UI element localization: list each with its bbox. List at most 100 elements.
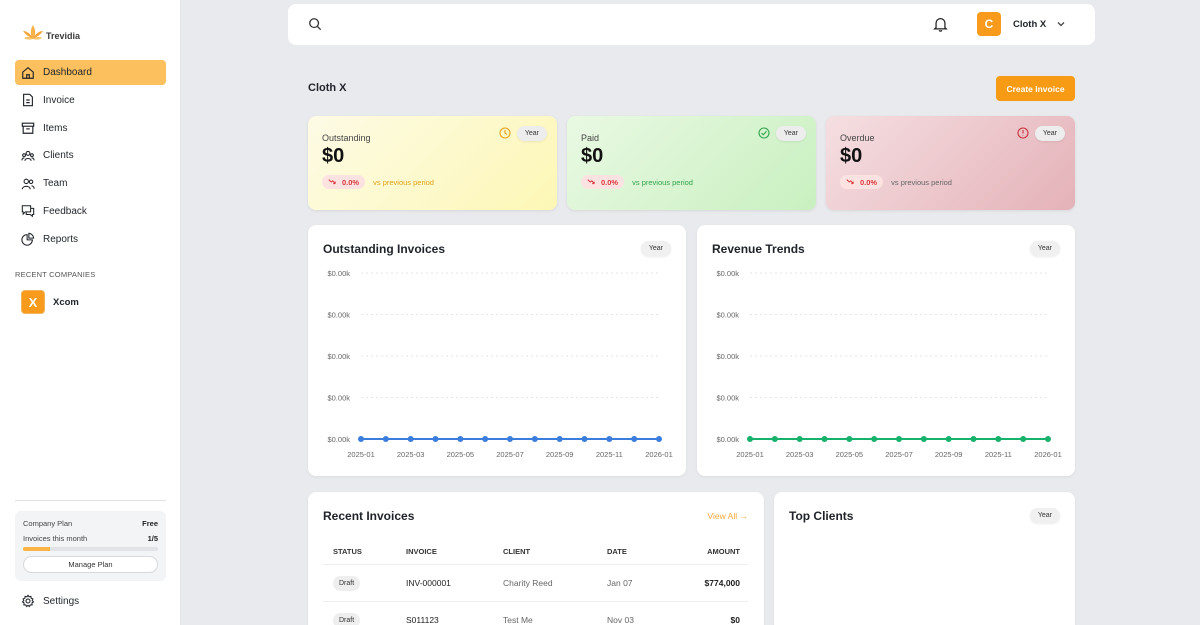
plan-title: Company Plan (23, 519, 73, 528)
data-point[interactable] (1045, 436, 1051, 442)
invoice-amount: $0 (730, 615, 740, 625)
search-icon[interactable] (308, 17, 322, 31)
recent-company-item[interactable]: X Xcom (21, 290, 79, 314)
top-bar: C Cloth X (288, 4, 1095, 45)
brand[interactable]: Trevidia (22, 22, 80, 46)
stat-label: Outstanding (322, 133, 371, 143)
data-point[interactable] (531, 436, 538, 442)
bell-icon[interactable] (933, 16, 948, 32)
sidebar-item-dashboard[interactable]: Dashboard (15, 60, 166, 85)
data-point[interactable] (821, 436, 828, 442)
overdue-period-toggle[interactable]: Year (1034, 126, 1065, 141)
column-header: CLIENT (503, 547, 531, 556)
manage-plan-button[interactable]: Manage Plan (23, 556, 158, 573)
invoice-number: INV-000001 (406, 578, 451, 588)
delta-value: 0.0% (601, 177, 619, 187)
data-point[interactable] (1020, 436, 1027, 442)
user-name: Cloth X (1013, 18, 1047, 30)
delta-compare: vs previous period (632, 177, 693, 187)
settings-link[interactable]: Settings (21, 594, 79, 608)
data-point[interactable] (771, 436, 778, 442)
data-point[interactable] (796, 436, 803, 442)
x-tick-label: 2026-01 (645, 450, 673, 459)
delta-badge: 0.0% (322, 175, 366, 189)
revenue-trends-chart: $0.00k $0.00k $0.00k $0.00k $0.00k 2025-01 202… (716, 269, 1062, 459)
gear-icon (21, 594, 35, 608)
delta-value: 0.0% (860, 177, 878, 187)
data-point[interactable] (846, 436, 853, 442)
data-point[interactable] (382, 436, 389, 442)
x-tick-label: 2025-07 (496, 450, 524, 459)
data-point[interactable] (747, 436, 753, 442)
data-point[interactable] (945, 436, 952, 442)
data-point[interactable] (631, 436, 638, 442)
outstanding-card: Year Outstanding $0 0.0% vs previous per… (308, 116, 557, 210)
paid-period-toggle[interactable]: Year (775, 126, 806, 141)
stat-delta: 0.0% vs previous period (322, 175, 543, 189)
card-title: Outstanding Invoices (323, 242, 446, 256)
y-tick-label: $0.00k (716, 311, 739, 320)
y-tick-label: $0.00k (327, 435, 350, 444)
view-all-link[interactable]: View All → (707, 511, 748, 521)
data-point[interactable] (556, 436, 563, 442)
x-tick-label: 2025-03 (786, 450, 814, 459)
create-invoice-button[interactable]: Create Invoice (996, 76, 1075, 101)
sidebar-item-team[interactable]: Team (15, 171, 166, 196)
data-point[interactable] (507, 436, 513, 442)
data-point[interactable] (581, 436, 588, 442)
top-clients-card: Top Clients Year (774, 492, 1075, 625)
usage-progress-fill (23, 547, 50, 551)
invoice-number: S011123 (406, 615, 439, 625)
y-tick-label: $0.00k (716, 435, 739, 444)
chevron-down-icon (1057, 22, 1065, 27)
sidebar-item-feedback[interactable]: Feedback (15, 199, 166, 224)
column-header: DATE (607, 547, 627, 556)
data-point[interactable] (358, 436, 364, 442)
data-point[interactable] (920, 436, 927, 442)
revenue-trends-card: $0.00k $0.00k $0.00k $0.00k $0.00k 2025-01 202… (697, 225, 1075, 476)
client-name: Charity Reed (503, 578, 553, 588)
usage-progress-bar (23, 547, 158, 551)
check-circle-icon (758, 127, 770, 139)
outstanding-chart-period-toggle[interactable]: Year (640, 241, 671, 256)
revenue-chart-period-toggle[interactable]: Year (1029, 241, 1060, 256)
status-badge: Draft (333, 575, 361, 591)
outstanding-period-toggle[interactable]: Year (516, 126, 547, 141)
data-point[interactable] (656, 436, 662, 442)
x-tick-label: 2025-11 (985, 450, 1012, 459)
sidebar-item-label: Reports (43, 233, 79, 245)
plan-row: Company Plan Free (23, 519, 158, 528)
stat-delta: 0.0% vs previous period (840, 175, 1061, 189)
y-tick-label: $0.00k (716, 269, 739, 278)
user-avatar: C (977, 12, 1001, 36)
data-point[interactable] (407, 436, 414, 442)
table-row[interactable]: Draft S011123 Test Me Nov 03 $0 (323, 602, 748, 625)
sidebar-item-items[interactable]: Items (15, 116, 166, 141)
card-title: Recent Invoices (323, 509, 415, 523)
data-point[interactable] (995, 436, 1002, 442)
sidebar-item-clients[interactable]: Clients (15, 143, 166, 168)
pie-chart-icon (21, 233, 35, 246)
data-point[interactable] (896, 436, 902, 442)
data-point[interactable] (970, 436, 977, 442)
sidebar-item-reports[interactable]: Reports (15, 227, 166, 252)
x-tick-label: 2025-11 (596, 450, 623, 459)
column-header: INVOICE (406, 547, 437, 556)
trend-down-icon (846, 179, 854, 185)
top-clients-period-toggle[interactable]: Year (1029, 508, 1060, 523)
data-point[interactable] (482, 436, 489, 442)
data-point[interactable] (606, 436, 613, 442)
table-row[interactable]: Draft INV-000001 Charity Reed Jan 07 $77… (323, 565, 748, 602)
x-tick-label: 2025-01 (736, 450, 764, 459)
user-menu[interactable]: C Cloth X (977, 12, 1066, 36)
status-cell: Draft (323, 612, 406, 625)
data-point[interactable] (871, 436, 878, 442)
data-point[interactable] (457, 436, 464, 442)
sidebar-item-label: Team (43, 178, 68, 190)
delta-badge: 0.0% (840, 175, 884, 189)
y-tick-label: $0.00k (716, 394, 739, 403)
sidebar-item-invoice[interactable]: Invoice (15, 88, 166, 113)
home-icon (22, 66, 34, 79)
data-point[interactable] (432, 436, 439, 442)
x-tick-label: 2026-01 (1034, 450, 1062, 459)
